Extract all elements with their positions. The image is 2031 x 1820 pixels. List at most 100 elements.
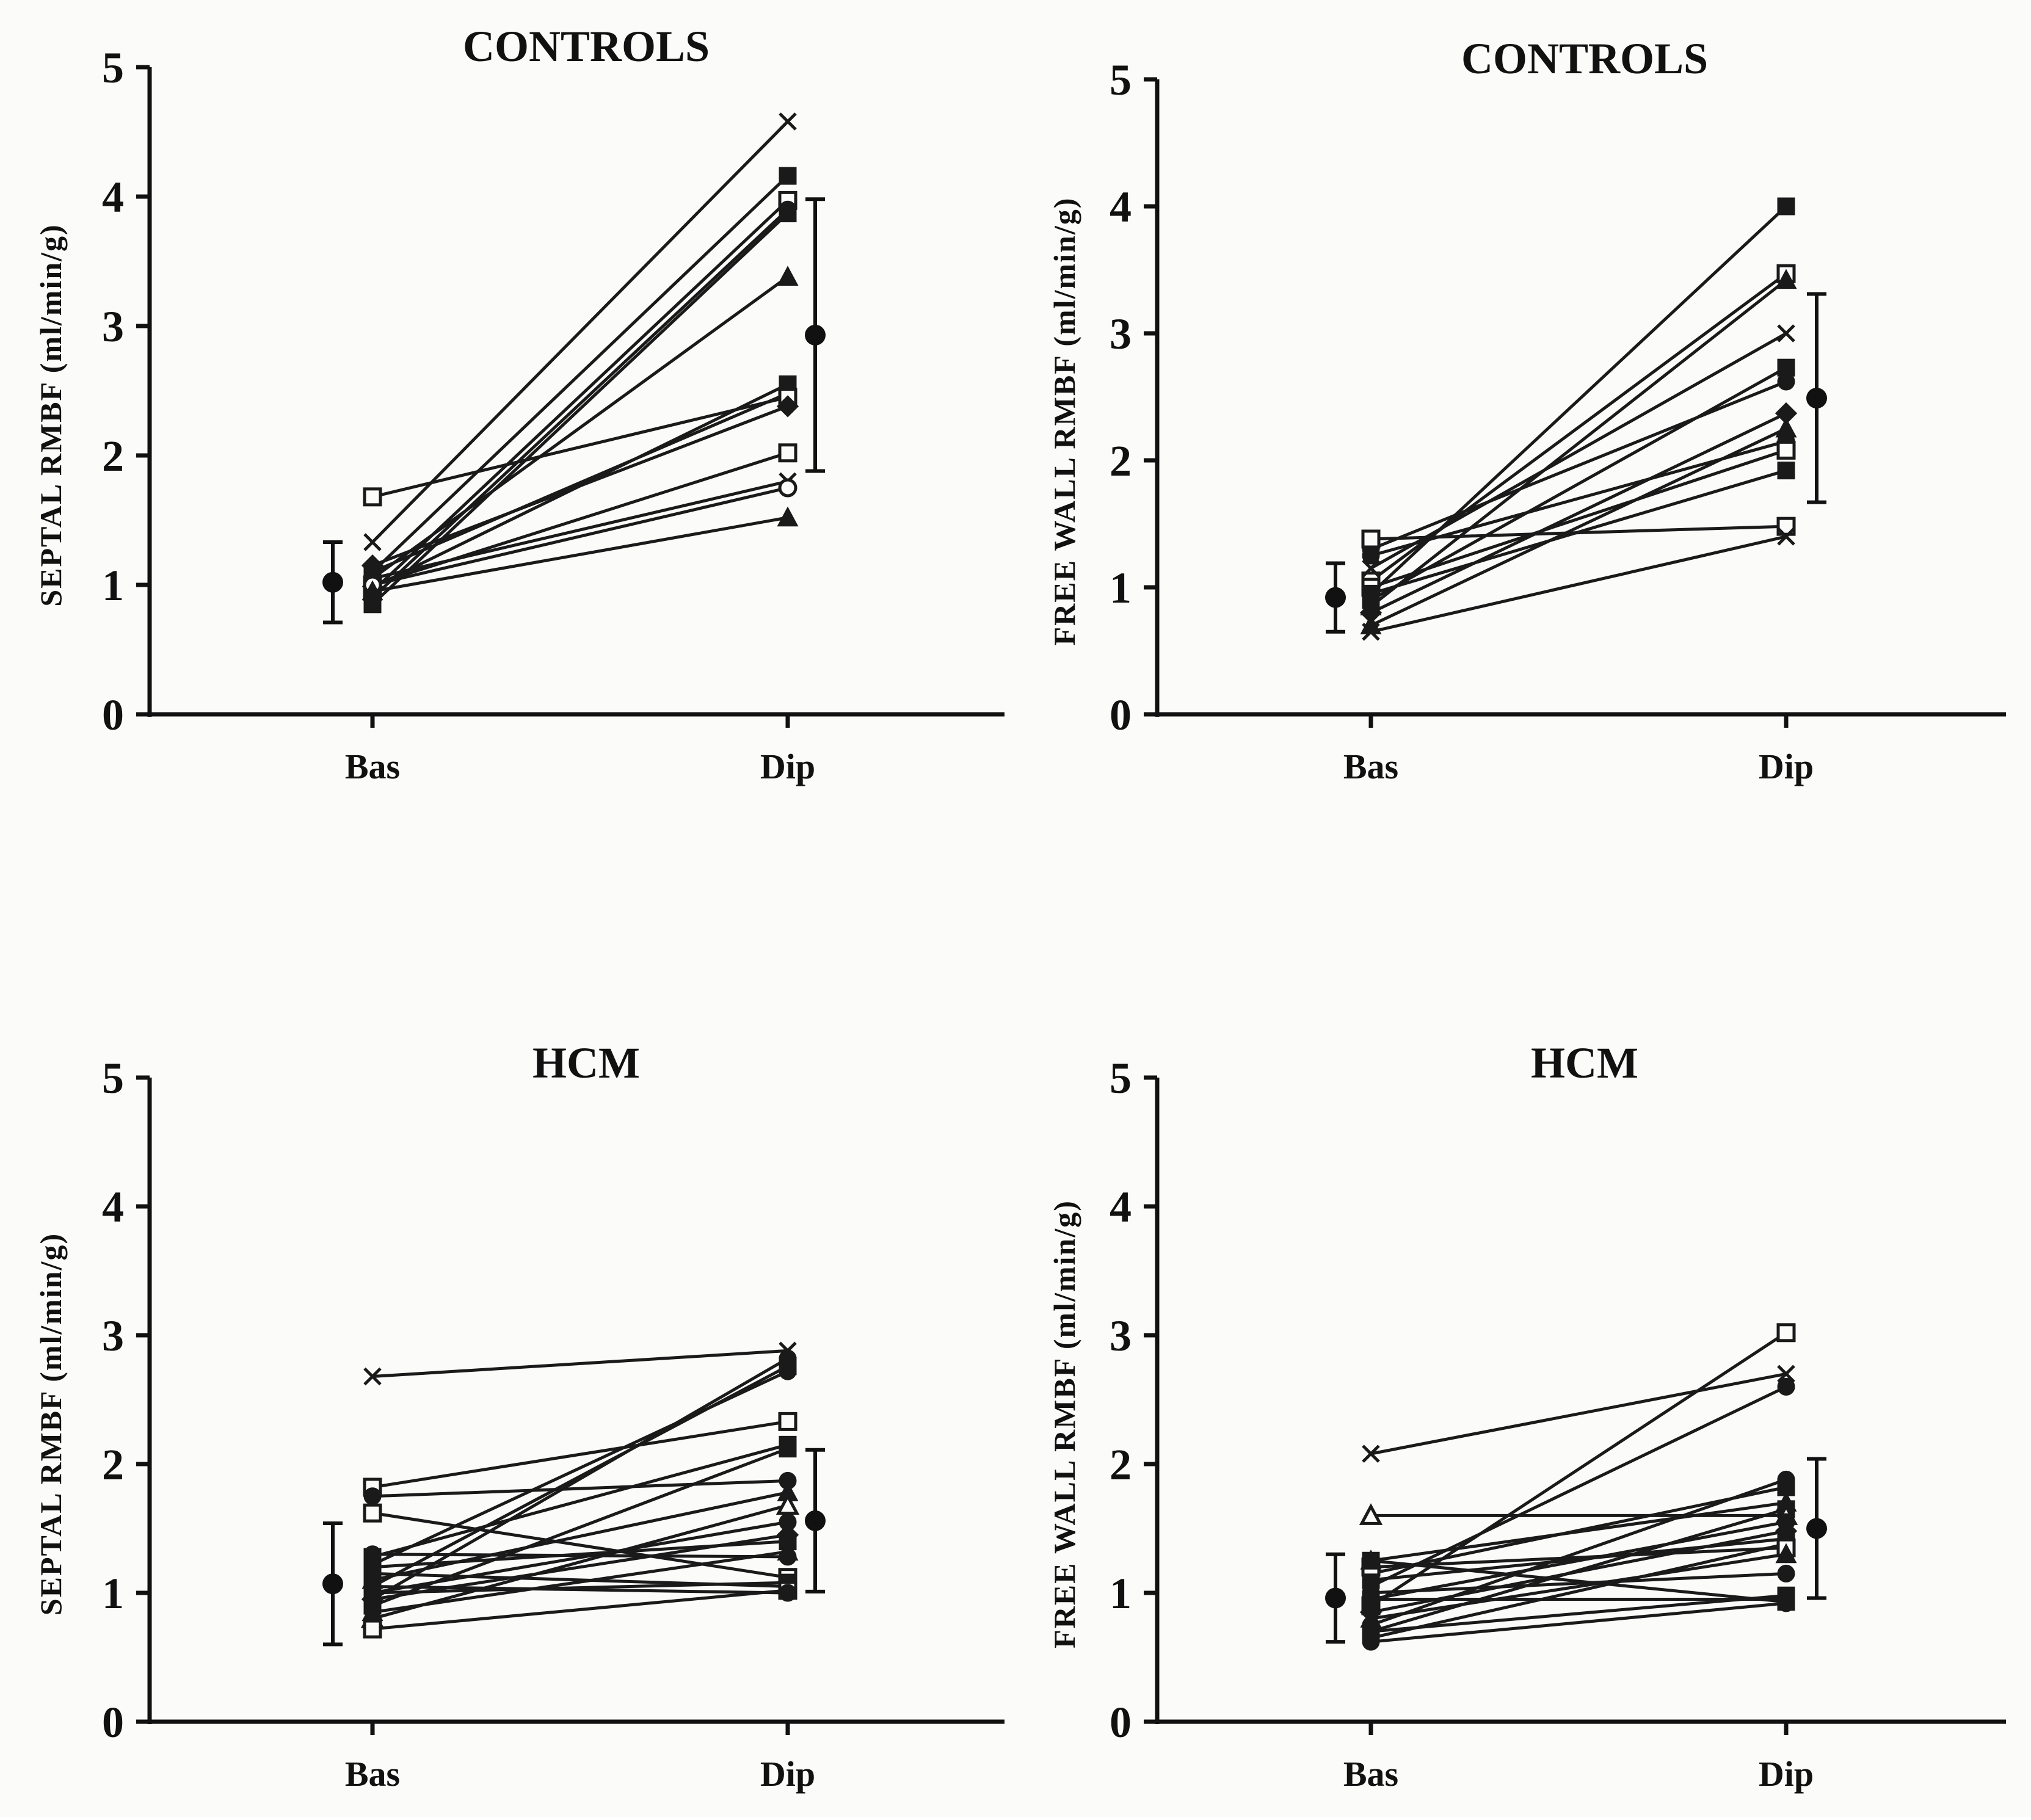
subject-line: [371, 120, 789, 543]
subject-point: [1361, 529, 1381, 549]
subject-line: [372, 1550, 788, 1614]
subject-point: [777, 266, 799, 286]
y-tick-label: 2: [102, 432, 124, 480]
y-tick-label: 4: [102, 173, 124, 222]
subject-line: [372, 1419, 788, 1489]
y-tick-label: 1: [102, 561, 124, 610]
chart-panel-top-left: 0 1 2 3 4 5 Bas Dip CONTROLS SEPTAL RMBF (ml/min/…: [34, 22, 1005, 786]
subject-line: [1370, 1537, 1787, 1582]
panel-title: HCM: [1531, 1039, 1638, 1087]
mean-point-dip: [1806, 388, 1827, 409]
x-tick-label-bas: Bas: [1343, 1754, 1398, 1794]
subject-point: [361, 554, 384, 577]
y-tick-label: 4: [102, 1183, 124, 1231]
subject-point: [363, 1367, 382, 1386]
y-tick-label: 2: [1110, 437, 1132, 485]
x-tick-label-bas: Bas: [345, 1754, 400, 1794]
y-axis-label: FREE WALL RMBF (ml/min/g): [1047, 197, 1081, 646]
subject-line: [372, 1589, 788, 1631]
subject-line: [371, 199, 789, 593]
mean-point-dip: [805, 1510, 826, 1531]
subject-line: [1370, 1546, 1787, 1569]
subject-point: [778, 478, 798, 498]
subject-point: [779, 205, 797, 223]
subject-line: [372, 1572, 788, 1588]
subject-point: [1362, 584, 1380, 603]
subject-point: [779, 1440, 797, 1458]
y-tick-label: 4: [1110, 1183, 1132, 1231]
subject-line: [372, 1553, 788, 1559]
subject-line: [372, 516, 788, 593]
subject-point: [776, 395, 799, 418]
subject-line: [372, 1520, 788, 1595]
subject-line: [371, 1369, 789, 1566]
subject-point: [1776, 1323, 1796, 1343]
x-tick-label-bas: Bas: [1343, 747, 1398, 786]
subject-line: [1370, 524, 1787, 541]
subject-point: [363, 1577, 382, 1595]
subject-line: [372, 1490, 788, 1582]
subject-point: [363, 1487, 382, 1506]
mean-point-bas: [322, 1573, 343, 1595]
subject-point: [1362, 623, 1380, 641]
y-tick-label: 0: [1110, 691, 1132, 739]
y-tick-label: 4: [1110, 183, 1132, 231]
subject-point: [1776, 440, 1796, 460]
subject-line: [1370, 1542, 1787, 1640]
subject-line: [1370, 411, 1787, 614]
subject-line: [1370, 448, 1787, 589]
subject-point: [363, 533, 382, 551]
subject-line: [1370, 535, 1787, 634]
subject-point: [1362, 1445, 1380, 1463]
subject-point: [1359, 1503, 1383, 1525]
subject-line: [372, 1443, 788, 1559]
subject-point: [1777, 462, 1795, 480]
subject-point: [777, 506, 799, 527]
subject-point: [1777, 1594, 1795, 1612]
subject-line: [1370, 332, 1787, 570]
chart-panel-top-right: 0 1 2 3 4 5 Bas Dip CONTROLS FREE WALL RMBF (ml/m…: [1047, 34, 2006, 786]
subject-line: [372, 396, 788, 499]
subject-line: [372, 405, 788, 567]
chart-panel-bottom-right: 0 1 2 3 4 5 Bas Dip HCM FREE WALL RMBF (ml/min/g): [1047, 1039, 2006, 1794]
subject-point: [779, 167, 797, 185]
subject-line: [1370, 1553, 1787, 1620]
y-axis-label: SEPTAL RMBF (ml/min/g): [34, 1233, 68, 1615]
subject-point: [1775, 1543, 1797, 1564]
subject-line: [1370, 1601, 1787, 1644]
subject-line: [1370, 278, 1787, 608]
subject-line: [1370, 1559, 1787, 1604]
subject-line: [1370, 1385, 1787, 1588]
subject-line: [372, 1349, 788, 1379]
y-tick-label: 0: [1110, 1698, 1132, 1747]
subject-point: [1777, 528, 1795, 546]
y-tick-label: 5: [102, 1054, 124, 1103]
mean-point-dip: [805, 324, 826, 346]
x-tick-label-bas: Bas: [345, 747, 400, 786]
subject-line: [1370, 366, 1787, 601]
subject-point: [779, 112, 797, 131]
subject-point: [1777, 1377, 1795, 1396]
y-axis-label: SEPTAL RMBF (ml/min/g): [34, 223, 68, 606]
y-tick-label: 3: [1110, 310, 1132, 358]
subject-line: [1370, 272, 1787, 582]
y-tick-label: 2: [1110, 1440, 1132, 1489]
subject-line: [372, 391, 788, 574]
subject-point: [1362, 559, 1380, 578]
subject-point: [1777, 1365, 1795, 1383]
subject-line: [372, 1504, 788, 1620]
subject-point: [778, 1412, 798, 1431]
x-tick-label-dip: Dip: [1759, 1754, 1814, 1794]
mean-point-bas: [1325, 587, 1346, 608]
y-tick-label: 1: [1110, 564, 1132, 612]
mean-point-bas: [1325, 1587, 1346, 1609]
subject-point: [363, 1503, 382, 1523]
y-tick-label: 3: [102, 1311, 124, 1360]
y-tick-label: 5: [102, 43, 124, 92]
subject-line: [372, 1511, 788, 1579]
subject-point: [363, 1545, 382, 1564]
subject-point: [1362, 1551, 1380, 1570]
x-tick-label-dip: Dip: [1759, 747, 1814, 786]
subject-line: [372, 1584, 788, 1595]
